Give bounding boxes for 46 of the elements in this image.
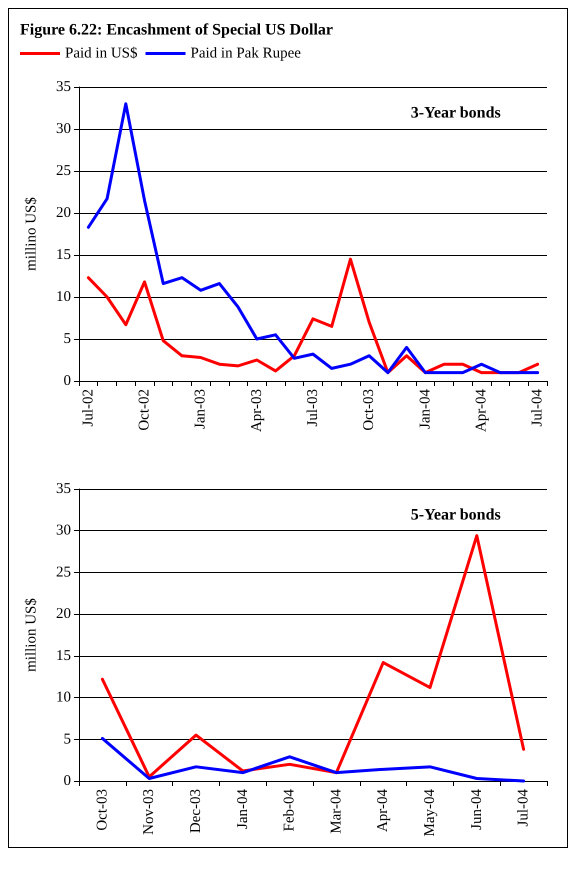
x-tick-label: Jul-04 bbox=[516, 788, 532, 826]
line-series bbox=[100, 736, 526, 782]
y-tick-label: 0 bbox=[64, 773, 71, 789]
x-tick-label: Nov-03 bbox=[141, 789, 158, 835]
y-tick-label: 10 bbox=[56, 690, 71, 706]
x-tick-label: Apr-04 bbox=[473, 388, 490, 432]
y-tick-label: 35 bbox=[56, 79, 71, 95]
y-tick-label: 0 bbox=[64, 373, 71, 389]
y-tick-label: 20 bbox=[56, 606, 71, 622]
x-tick-label: May-04 bbox=[422, 788, 438, 836]
x-tick-label: Oct-03 bbox=[361, 389, 378, 431]
x-tick-label: Jul-02 bbox=[80, 389, 96, 426]
y-tick-label: 35 bbox=[56, 481, 71, 497]
legend-label: Paid in Pak Rupee bbox=[190, 46, 302, 62]
y-tick-label: 25 bbox=[56, 564, 71, 580]
x-tick-label: Jul-04 bbox=[530, 388, 546, 426]
y-axis-title: millino US$ bbox=[24, 196, 40, 271]
y-tick-label: 5 bbox=[64, 731, 71, 748]
x-tick-label: Jan-04 bbox=[234, 788, 251, 829]
x-tick-label: Mar-04 bbox=[328, 788, 344, 834]
x-tick-label: Jun-04 bbox=[468, 788, 485, 830]
y-tick-label: 25 bbox=[56, 163, 71, 179]
y-tick-label: 10 bbox=[56, 289, 71, 305]
legend-label: Paid in US$ bbox=[65, 46, 138, 62]
line-series bbox=[100, 534, 526, 778]
x-tick-label: Dec-03 bbox=[188, 789, 204, 834]
line-series bbox=[86, 258, 540, 374]
x-tick-label: Jan-03 bbox=[192, 389, 209, 429]
x-tick-label: Jan-04 bbox=[417, 388, 434, 429]
x-tick-label: Feb-04 bbox=[282, 788, 298, 832]
annotation: 3-Year bonds bbox=[410, 104, 501, 122]
x-tick-label: Apr-04 bbox=[375, 788, 392, 832]
chart-title: Figure 6.22: Encashment of Special US Dollar bbox=[20, 22, 334, 38]
x-tick-label: Apr-03 bbox=[248, 389, 265, 432]
y-tick-label: 20 bbox=[56, 205, 71, 221]
line-series bbox=[86, 102, 540, 374]
y-tick-label: 15 bbox=[56, 648, 71, 664]
y-tick-label: 5 bbox=[64, 331, 71, 347]
y-tick-label: 15 bbox=[56, 247, 71, 263]
x-tick-label: Oct-02 bbox=[136, 389, 153, 431]
x-tick-label: Jul-03 bbox=[305, 389, 321, 426]
annotation: 5-Year bonds bbox=[410, 506, 501, 524]
y-tick-label: 30 bbox=[56, 121, 71, 137]
y-tick-label: 30 bbox=[56, 522, 71, 539]
x-tick-label: Oct-03 bbox=[94, 789, 110, 831]
y-axis-title: million US$ bbox=[24, 598, 40, 672]
